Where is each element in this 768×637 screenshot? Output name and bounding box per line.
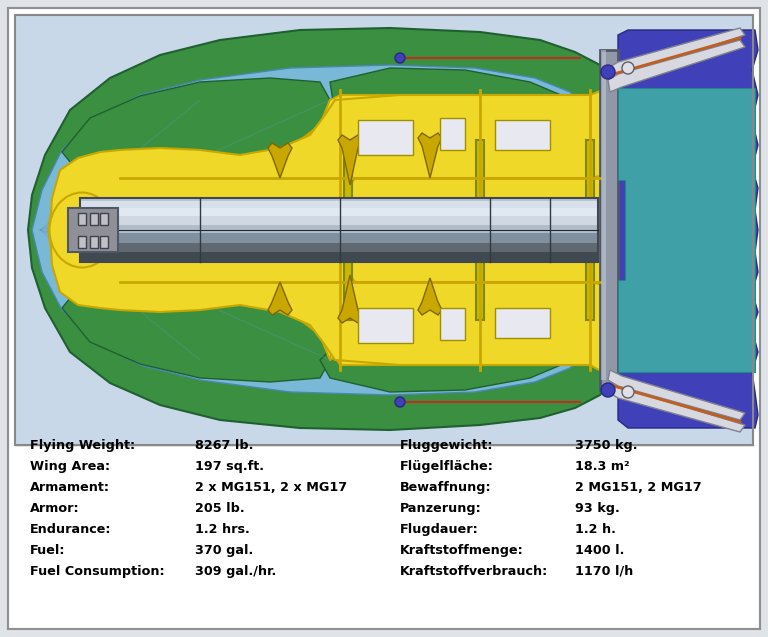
Bar — [15, 15, 753, 445]
Bar — [600, 50, 618, 390]
Polygon shape — [608, 40, 745, 92]
Text: Kraftstoffmenge:: Kraftstoffmenge: — [400, 544, 524, 557]
Text: Fuel:: Fuel: — [30, 544, 65, 557]
Text: 1.2 h.: 1.2 h. — [575, 523, 616, 536]
Bar — [78, 213, 86, 225]
Text: 1.2 hrs.: 1.2 hrs. — [195, 523, 250, 536]
Text: Armor:: Armor: — [30, 502, 80, 515]
Bar — [344, 140, 352, 320]
Bar — [15, 15, 753, 445]
Text: 2 MG151, 2 MG17: 2 MG151, 2 MG17 — [575, 481, 702, 494]
Text: 197 sq.ft.: 197 sq.ft. — [195, 460, 264, 473]
Bar — [90, 236, 98, 248]
Text: Wing Area:: Wing Area: — [30, 460, 110, 473]
Circle shape — [601, 383, 615, 397]
Polygon shape — [618, 30, 758, 428]
Ellipse shape — [49, 192, 114, 268]
Text: 3750 kg.: 3750 kg. — [575, 439, 637, 452]
Bar — [358, 120, 413, 155]
Polygon shape — [608, 382, 745, 432]
Bar — [358, 308, 413, 343]
Text: Armament:: Armament: — [30, 481, 110, 494]
Polygon shape — [608, 28, 745, 80]
Text: 2 x MG151, 2 x MG17: 2 x MG151, 2 x MG17 — [195, 481, 347, 494]
Text: 205 lb.: 205 lb. — [195, 502, 245, 515]
Bar — [80, 201, 598, 208]
Polygon shape — [340, 95, 620, 365]
Circle shape — [601, 65, 615, 79]
Polygon shape — [418, 133, 442, 178]
Text: 1170 l/h: 1170 l/h — [575, 565, 634, 578]
Bar — [495, 308, 550, 338]
Bar — [80, 225, 598, 233]
Text: 18.3 m²: 18.3 m² — [575, 460, 630, 473]
Text: Flügelfläche:: Flügelfläche: — [400, 460, 494, 473]
Bar — [495, 120, 550, 150]
Bar — [440, 308, 465, 340]
Bar — [80, 198, 598, 262]
Polygon shape — [320, 80, 618, 190]
Polygon shape — [320, 282, 585, 392]
Bar — [440, 118, 465, 150]
Text: Fluggewicht:: Fluggewicht: — [400, 439, 494, 452]
Bar — [80, 252, 598, 262]
Bar — [80, 198, 598, 201]
Text: 8267 lb.: 8267 lb. — [195, 439, 253, 452]
Polygon shape — [330, 68, 585, 178]
Text: 370 gal.: 370 gal. — [195, 544, 253, 557]
Polygon shape — [32, 65, 600, 395]
Bar — [80, 208, 598, 216]
Bar — [100, 236, 108, 248]
Text: Kraftstoffverbrauch:: Kraftstoffverbrauch: — [400, 565, 548, 578]
Bar — [78, 236, 86, 248]
Bar — [476, 140, 484, 320]
Text: Fuel Consumption:: Fuel Consumption: — [30, 565, 164, 578]
Text: Bewaffnung:: Bewaffnung: — [400, 481, 492, 494]
Bar — [100, 213, 108, 225]
Polygon shape — [338, 275, 362, 323]
Polygon shape — [50, 78, 618, 382]
Text: Endurance:: Endurance: — [30, 523, 111, 536]
Polygon shape — [28, 28, 617, 430]
Polygon shape — [338, 135, 362, 185]
Circle shape — [622, 386, 634, 398]
Bar — [80, 198, 598, 262]
Text: Panzerung:: Panzerung: — [400, 502, 482, 515]
Text: 93 kg.: 93 kg. — [575, 502, 620, 515]
Bar — [68, 208, 118, 252]
Polygon shape — [418, 278, 442, 315]
Text: 1400 l.: 1400 l. — [575, 544, 624, 557]
Bar — [586, 140, 594, 320]
Polygon shape — [608, 370, 745, 420]
Polygon shape — [268, 282, 292, 315]
Polygon shape — [62, 292, 330, 382]
Bar — [80, 233, 598, 243]
Text: Flugdauer:: Flugdauer: — [400, 523, 478, 536]
Text: Flying Weight:: Flying Weight: — [30, 439, 135, 452]
Bar — [90, 213, 98, 225]
Circle shape — [395, 53, 405, 63]
Bar — [80, 216, 598, 225]
Polygon shape — [618, 88, 755, 372]
Bar — [80, 243, 598, 252]
Text: 309 gal./hr.: 309 gal./hr. — [195, 565, 276, 578]
Bar — [15, 450, 753, 625]
Circle shape — [622, 62, 634, 74]
Bar — [601, 50, 606, 380]
Polygon shape — [320, 270, 618, 380]
Polygon shape — [48, 100, 340, 360]
Circle shape — [395, 397, 405, 407]
Polygon shape — [62, 78, 330, 168]
Polygon shape — [268, 143, 292, 178]
